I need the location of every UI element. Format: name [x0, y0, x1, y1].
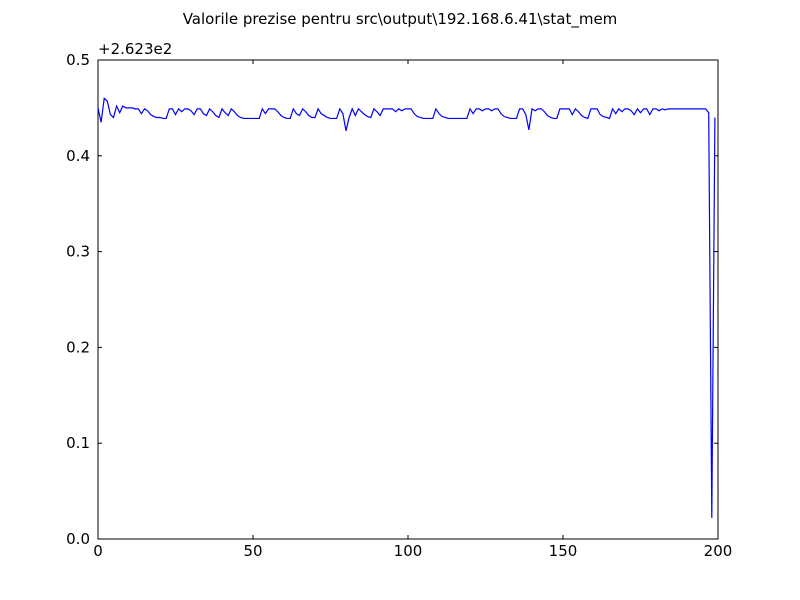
y-tick-label: 0.4 — [66, 147, 90, 165]
x-tick-label: 0 — [93, 542, 103, 560]
y-tick-label: 0.0 — [66, 530, 90, 548]
x-tick-label: 100 — [394, 542, 423, 560]
y-tick-label: 0.5 — [66, 51, 90, 69]
x-tick-label: 200 — [704, 542, 733, 560]
y-tick-label: 0.3 — [66, 243, 90, 261]
y-tick-label: 0.1 — [66, 434, 90, 452]
x-tick-label: 150 — [549, 542, 578, 560]
data-line — [97, 97, 716, 518]
y-tick-label: 0.2 — [66, 338, 90, 356]
chart-title: Valorile prezise pentru src\output\192.1… — [183, 10, 618, 29]
x-tick-label: 50 — [243, 542, 262, 560]
offset-label: +2.623e2 — [98, 40, 172, 58]
plot-frame — [97, 59, 719, 540]
